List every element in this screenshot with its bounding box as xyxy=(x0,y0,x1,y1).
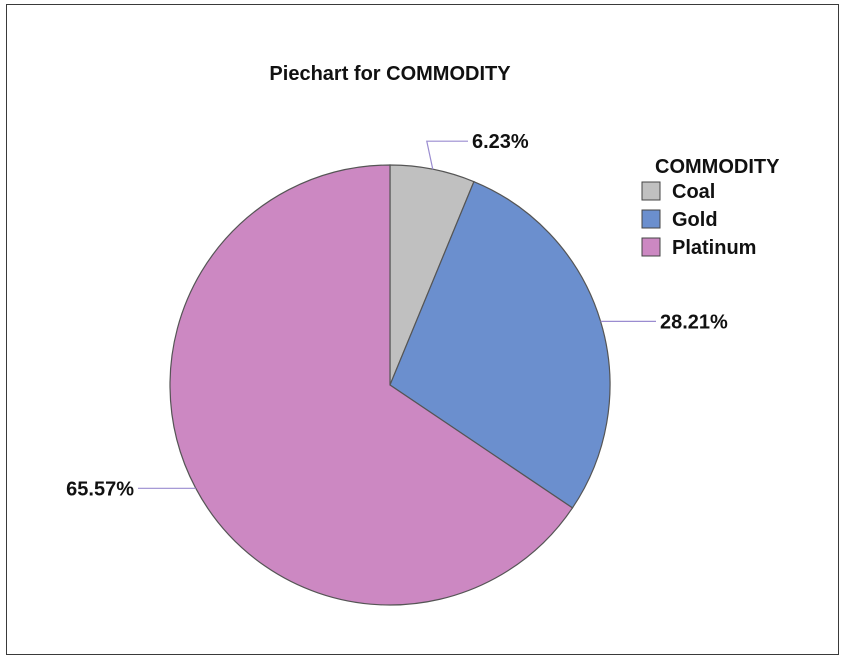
leader-lines xyxy=(138,140,656,489)
legend-swatch-coal xyxy=(641,181,661,201)
legend: COMMODITY Coal Gold Platinum xyxy=(641,156,780,259)
pie-slice-gold xyxy=(389,180,611,509)
slice-label-platinum: 65.57% xyxy=(66,478,134,500)
legend-label-platinum: Platinum xyxy=(672,237,756,259)
legend-label-gold: Gold xyxy=(672,209,718,231)
slice-label-coal: 6.23% xyxy=(472,131,529,153)
legend-label-coal: Coal xyxy=(672,181,715,203)
slice-label-gold: 28.21% xyxy=(660,311,728,333)
pie-slices xyxy=(169,164,611,606)
leader-line-coal xyxy=(426,140,468,170)
legend-swatch-gold xyxy=(641,209,661,229)
legend-swatch-platinum xyxy=(641,237,661,257)
chart-title: Piechart for COMMODITY xyxy=(269,63,511,85)
slice-labels: 6.23% 28.21% 65.57% xyxy=(66,131,728,500)
legend-title: COMMODITY xyxy=(655,156,780,178)
